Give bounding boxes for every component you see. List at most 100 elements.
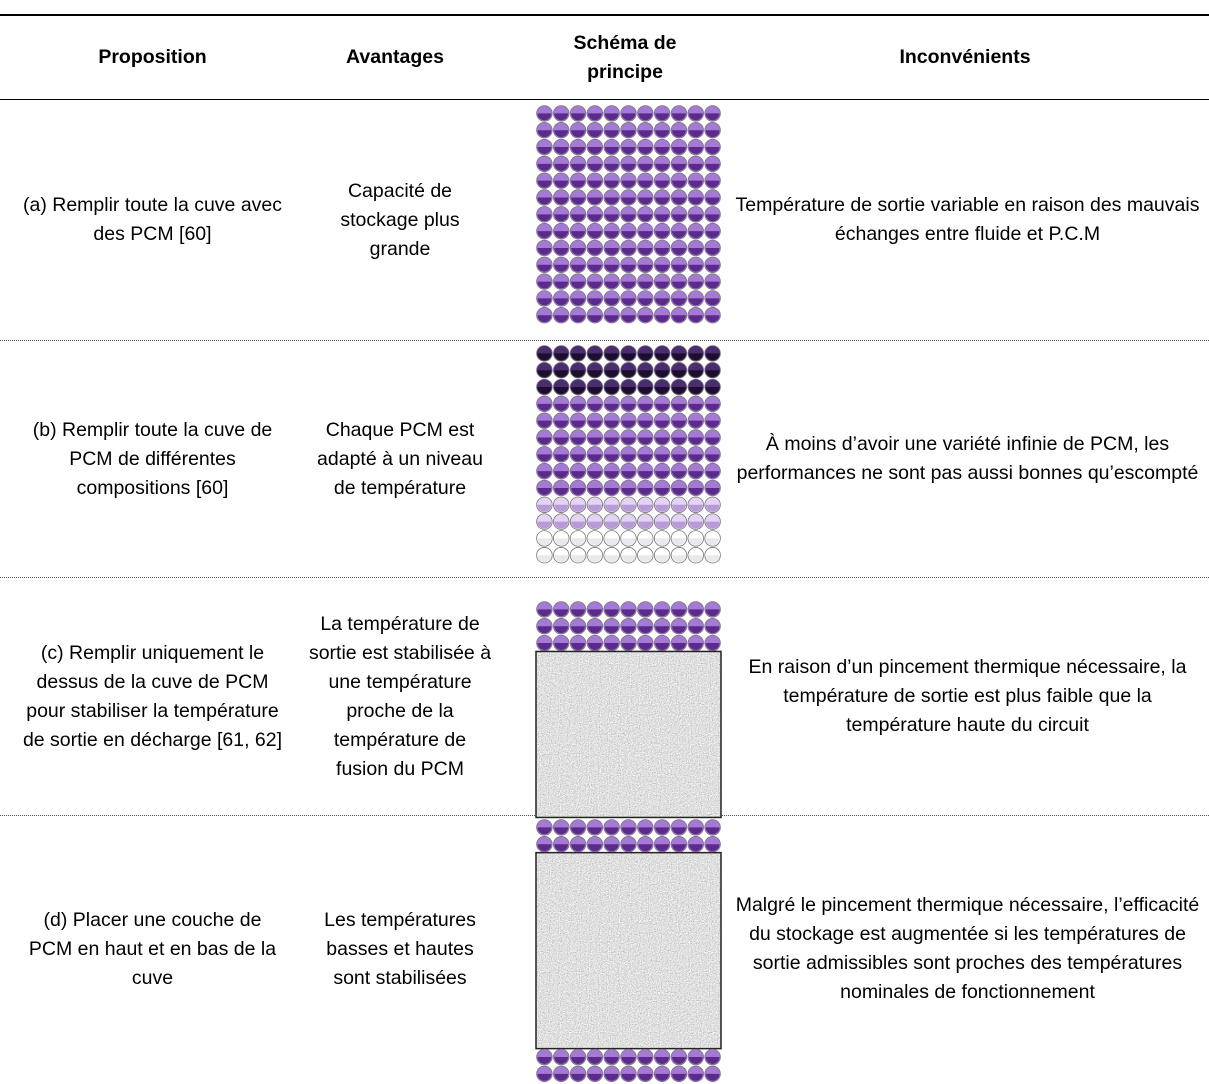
pcm-shade: [587, 298, 602, 306]
pcm-shade: [638, 180, 653, 188]
pcm-shade: [705, 214, 720, 222]
pcm-shade: [554, 247, 569, 255]
pcm-shade: [587, 370, 602, 378]
pcm-shade: [604, 437, 619, 445]
pcm-shade: [571, 626, 585, 634]
header-cell: Avantages: [300, 16, 490, 99]
pcm-shade: [587, 626, 602, 634]
pcm-shade: [571, 281, 585, 289]
pcm-shade: [672, 437, 686, 445]
header-cell: Inconvénients: [735, 16, 1195, 99]
pcm-shade: [672, 504, 686, 512]
pcm-shade: [705, 147, 720, 154]
pcm-shade: [655, 130, 670, 138]
pcm-shade: [537, 231, 552, 239]
pcm-shade: [537, 147, 552, 154]
table-cell: Malgré le pincement thermique nécessaire…: [735, 816, 1200, 1082]
pcm-shade: [604, 538, 619, 546]
pcm-shade: [571, 130, 585, 138]
pcm-shade: [537, 315, 552, 323]
pcm-shade: [655, 827, 670, 835]
pcm-shade: [705, 281, 720, 289]
pcm-shade: [554, 281, 569, 289]
pcm-shade: [672, 130, 686, 138]
pcm-shade: [554, 437, 569, 445]
pcm-shade: [587, 247, 602, 255]
pcm-shade: [672, 298, 686, 306]
pcm-shade: [688, 264, 703, 272]
pcm-shade: [604, 130, 619, 138]
pcm-shade: [621, 180, 636, 188]
pcm-shade: [621, 454, 636, 462]
pcm-shade: [688, 315, 703, 323]
pcm-shade: [554, 353, 569, 361]
pcm-shade: [621, 387, 636, 394]
pcm-shade: [537, 471, 552, 479]
pcm-shade: [621, 471, 636, 479]
pcm-shade: [587, 353, 602, 361]
pcm-shade: [571, 403, 585, 411]
pcm-shade: [621, 403, 636, 411]
pcm-shade: [705, 353, 720, 361]
pcm-shade: [655, 214, 670, 222]
pcm-shade: [688, 504, 703, 512]
pcm-shade: [655, 643, 670, 650]
pcm-shade: [604, 827, 619, 835]
pcm-shade: [621, 555, 636, 563]
pcm-shade: [688, 214, 703, 222]
pcm-shade: [688, 454, 703, 462]
packed-bed: [536, 651, 721, 818]
pcm-shade: [571, 555, 585, 563]
pcm-shade: [554, 163, 569, 171]
pcm-shade: [705, 370, 720, 378]
pcm-shade: [537, 538, 552, 546]
pcm-shade: [587, 555, 602, 563]
pcm-shade: [638, 1073, 653, 1081]
pcm-shade: [638, 521, 653, 529]
pcm-shade: [688, 827, 703, 835]
pcm-shade: [688, 487, 703, 495]
pcm-shade: [621, 643, 636, 650]
pcm-shade: [621, 609, 636, 617]
pcm-shade: [705, 403, 720, 411]
pcm-shade: [672, 353, 686, 361]
pcm-shade: [537, 387, 552, 394]
pcm-shade: [571, 180, 585, 188]
pcm-shade: [655, 298, 670, 306]
pcm-shade: [604, 609, 619, 617]
pcm-shade: [571, 844, 585, 852]
pcm-shade: [537, 626, 552, 634]
pcm-shade: [587, 1057, 602, 1064]
pcm-shade: [604, 147, 619, 154]
pcm-shade: [705, 130, 720, 138]
pcm-shade: [672, 147, 686, 154]
pcm-shade: [621, 113, 636, 121]
pcm-shade: [638, 281, 653, 289]
header-text: Inconvénients: [899, 46, 1031, 68]
table-cell: (c) Remplir uniquement le dessus de la c…: [20, 578, 285, 815]
pcm-shade: [672, 247, 686, 255]
table-cell: (a) Remplir toute la cuve avec des PCM […: [20, 100, 285, 340]
pcm-shade: [604, 231, 619, 239]
table-cell: À moins d’avoir une variété infinie de P…: [735, 341, 1200, 577]
pcm-shade: [604, 113, 619, 121]
packed-bed-border: [535, 851, 722, 1050]
pcm-shade: [604, 315, 619, 323]
pcm-shade: [672, 626, 686, 634]
pcm-shade: [604, 298, 619, 306]
pcm-shade: [621, 264, 636, 272]
pcm-shade: [604, 420, 619, 428]
pcm-shade: [672, 1057, 686, 1064]
pcm-shade: [571, 643, 585, 650]
pcm-shade: [672, 1073, 686, 1081]
pcm-shade: [705, 487, 720, 495]
table-cell: Chaque PCM est adapté à un niveau de tem…: [300, 341, 500, 577]
pcm-shade: [688, 147, 703, 154]
pcm-shade: [705, 555, 720, 563]
pcm-shade: [537, 1057, 552, 1064]
pcm-shade: [688, 521, 703, 529]
pcm-shade: [638, 231, 653, 239]
pcm-shade: [638, 643, 653, 650]
packed-bed: [536, 852, 721, 1049]
cell-text: Température de sortie variable en raison…: [735, 194, 1200, 245]
